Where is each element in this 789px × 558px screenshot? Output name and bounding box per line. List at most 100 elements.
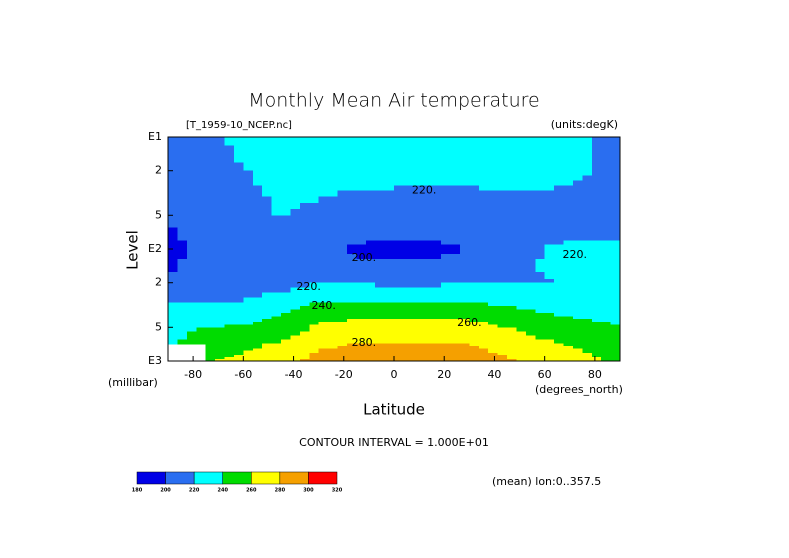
contour-cell (403, 331, 414, 337)
contour-cell (318, 137, 329, 147)
contour-cell (516, 162, 527, 172)
contour-cell (572, 263, 583, 270)
contour-cell (591, 253, 602, 260)
contour-cell (431, 196, 442, 204)
contour-cell (422, 185, 433, 192)
contour-cell (196, 305, 207, 311)
contour-cell (205, 175, 216, 182)
contour-cell (572, 180, 583, 187)
contour-cell (233, 170, 244, 177)
contour-cell (525, 319, 536, 323)
contour-cell (309, 309, 320, 314)
contour-cell (309, 170, 320, 177)
contour-cell (309, 324, 320, 328)
contour-cell (365, 348, 376, 352)
contour-cell (535, 137, 546, 147)
contour-cell (488, 180, 499, 187)
contour-cell (224, 190, 235, 198)
contour-cell (299, 137, 310, 147)
contour-cell (459, 321, 470, 326)
contour-cell (205, 145, 216, 155)
contour-cell (544, 302, 555, 307)
contour-cell (441, 346, 452, 349)
contour-cell (290, 302, 301, 307)
x-tick-label: 0 (391, 368, 398, 381)
contour-cell (224, 231, 235, 237)
contour-cell (403, 240, 414, 246)
contour-cell (318, 253, 329, 260)
contour-cell (563, 162, 574, 172)
contour-cell (243, 312, 254, 318)
contour-cell (271, 331, 282, 337)
contour-cell (309, 145, 320, 155)
contour-cell (356, 327, 367, 332)
contour-cell (450, 219, 461, 225)
contour-cell (610, 202, 621, 210)
contour-cell (412, 292, 423, 299)
contour-cell (394, 209, 405, 216)
contour-cell (441, 359, 452, 362)
contour-cell (412, 275, 423, 280)
contour-cell (563, 359, 574, 362)
contour-cell (365, 209, 376, 216)
contour-cell (469, 348, 480, 352)
contour-cell (281, 137, 292, 147)
contour-cell (365, 253, 376, 260)
contour-cell (544, 175, 555, 182)
contour-cell (328, 215, 339, 220)
contour-cell (610, 339, 621, 345)
contour-cell (233, 268, 244, 273)
contour-cell (394, 319, 405, 323)
contour-cell (252, 348, 263, 352)
contour-cell (431, 268, 442, 273)
contour-cell (535, 190, 546, 198)
contour-cell (394, 219, 405, 225)
contour-cell (554, 346, 565, 349)
contour-cell (478, 272, 489, 277)
contour-cell (168, 319, 179, 323)
contour-cell (525, 244, 536, 250)
contour-cell (365, 231, 376, 237)
contour-cell (431, 355, 442, 358)
contour-cell (497, 175, 508, 182)
contour-cell (412, 196, 423, 204)
contour-cell (572, 348, 583, 352)
contour-cell (441, 312, 452, 318)
contour-cell (186, 244, 197, 250)
contour-cell (554, 253, 565, 260)
contour-cell (525, 145, 536, 155)
contour-cell (469, 331, 480, 337)
contour-cell (356, 231, 367, 237)
contour-cell (365, 305, 376, 311)
contour-cell (459, 350, 470, 354)
contour-cell (535, 297, 546, 304)
contour-cell (252, 258, 263, 265)
contour-cell (309, 346, 320, 349)
contour-cell (346, 324, 357, 328)
contour-cell (168, 324, 179, 328)
contour-cell (563, 244, 574, 250)
contour-cell (394, 357, 405, 360)
contour-cell (215, 249, 226, 255)
contour-cell (243, 249, 254, 255)
contour-cell (290, 162, 301, 172)
contour-cell (271, 249, 282, 255)
contour-cell (346, 219, 357, 225)
contour-cell (563, 339, 574, 345)
contour-cell (186, 297, 197, 304)
contour-cell (346, 327, 357, 332)
contour-cell (535, 359, 546, 362)
contour-cell (403, 244, 414, 250)
contour-cell (224, 316, 235, 320)
contour-cell (469, 359, 480, 362)
contour-cell (591, 348, 602, 352)
contour-cell (422, 223, 433, 229)
contour-cell (441, 292, 452, 299)
contour-cell (478, 137, 489, 147)
contour-cell (516, 227, 527, 233)
contour-cell (243, 231, 254, 237)
contour-cell (205, 275, 216, 280)
contour-cell (196, 240, 207, 246)
contour-cell (356, 282, 367, 289)
contour-cell (233, 231, 244, 237)
